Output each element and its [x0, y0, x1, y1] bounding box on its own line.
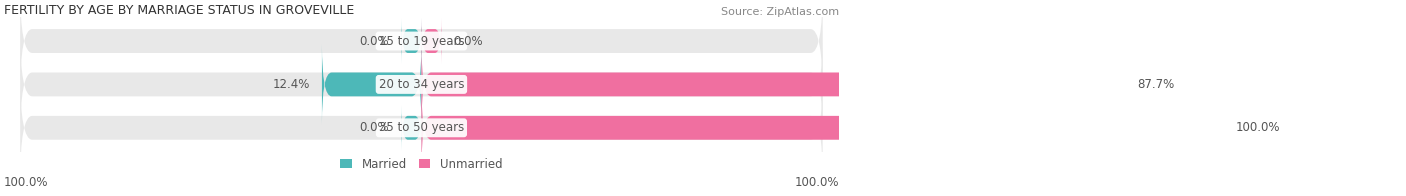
- FancyBboxPatch shape: [401, 18, 422, 64]
- FancyBboxPatch shape: [20, 31, 823, 138]
- Legend: Married, Unmarried: Married, Unmarried: [336, 153, 508, 175]
- FancyBboxPatch shape: [20, 0, 823, 94]
- Text: 0.0%: 0.0%: [360, 121, 389, 134]
- Text: 12.4%: 12.4%: [273, 78, 309, 91]
- Text: FERTILITY BY AGE BY MARRIAGE STATUS IN GROVEVILLE: FERTILITY BY AGE BY MARRIAGE STATUS IN G…: [4, 4, 354, 17]
- Text: 0.0%: 0.0%: [454, 34, 484, 47]
- Text: 35 to 50 years: 35 to 50 years: [378, 121, 464, 134]
- Text: 15 to 19 years: 15 to 19 years: [378, 34, 464, 47]
- FancyBboxPatch shape: [422, 44, 1125, 124]
- Text: 100.0%: 100.0%: [1236, 121, 1281, 134]
- Text: 87.7%: 87.7%: [1137, 78, 1174, 91]
- FancyBboxPatch shape: [20, 75, 823, 181]
- FancyBboxPatch shape: [322, 44, 422, 124]
- FancyBboxPatch shape: [422, 88, 1223, 168]
- Text: Source: ZipAtlas.com: Source: ZipAtlas.com: [721, 7, 839, 17]
- Text: 100.0%: 100.0%: [794, 176, 839, 189]
- FancyBboxPatch shape: [401, 105, 422, 151]
- Text: 100.0%: 100.0%: [4, 176, 49, 189]
- Text: 20 to 34 years: 20 to 34 years: [378, 78, 464, 91]
- Text: 0.0%: 0.0%: [360, 34, 389, 47]
- FancyBboxPatch shape: [422, 18, 441, 64]
